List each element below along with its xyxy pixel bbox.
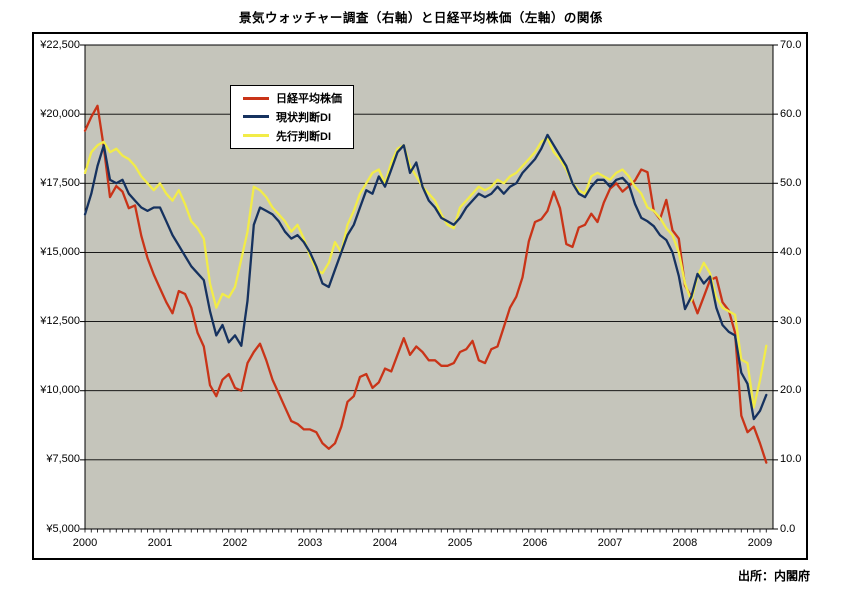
year-label: 2002 [222, 537, 248, 549]
left-axis-label: ¥15,000 [40, 245, 80, 258]
year-label: 2009 [747, 537, 773, 549]
year-label: 2007 [597, 537, 623, 549]
source-note: 出所：内閣府 [737, 569, 810, 583]
legend-label-nikkei: 日経平均株価 [276, 93, 342, 106]
right-axis-label: 20.0 [780, 384, 802, 397]
right-axis-label: 50.0 [780, 176, 802, 189]
year-label: 2008 [672, 537, 698, 549]
right-axis-label: 60.0 [780, 107, 802, 120]
right-axis-label: 10.0 [780, 453, 802, 466]
year-label: 2001 [147, 537, 173, 549]
right-axis-label: 30.0 [780, 315, 802, 328]
legend-item-senko: 先行判断DI [231, 128, 353, 144]
year-label: 2000 [72, 537, 98, 549]
right-axis-label: 70.0 [780, 38, 802, 51]
left-axis-label: ¥7,500 [46, 453, 80, 466]
series-line-nikkei [83, 104, 768, 464]
series-line-senko [83, 137, 768, 409]
plot-area [84, 44, 774, 530]
nikkei-line-icon [243, 96, 269, 100]
left-axis-label: ¥5,000 [46, 522, 80, 535]
left-axis-label: ¥10,000 [40, 384, 80, 397]
chart-title: 景気ウォッチャー調査（右軸）と日経平均株価（左軸）の関係 [239, 11, 603, 25]
left-axis-label: ¥17,500 [40, 176, 80, 189]
legend-label-senko: 先行判断DI [276, 130, 331, 143]
left-axis-label: ¥22,500 [40, 38, 80, 51]
senko-line-icon [243, 134, 269, 138]
year-label: 2005 [447, 537, 473, 549]
legend-box: 日経平均株価 現状判断DI 先行判断DI [230, 85, 354, 149]
left-axis-label: ¥20,000 [40, 107, 80, 120]
legend-item-genjo: 現状判断DI [231, 109, 353, 125]
left-axis-label: ¥12,500 [40, 315, 80, 328]
year-label: 2003 [297, 537, 323, 549]
right-axis-label: 0.0 [780, 522, 796, 535]
right-axis-label: 40.0 [780, 245, 802, 258]
series-line-genjo [83, 133, 768, 421]
legend-label-genjo: 現状判断DI [276, 111, 331, 124]
genjo-line-icon [243, 115, 269, 119]
chart-frame [32, 32, 808, 560]
legend-item-nikkei: 日経平均株価 [231, 90, 353, 106]
year-label: 2006 [522, 537, 548, 549]
year-label: 2004 [372, 537, 398, 549]
